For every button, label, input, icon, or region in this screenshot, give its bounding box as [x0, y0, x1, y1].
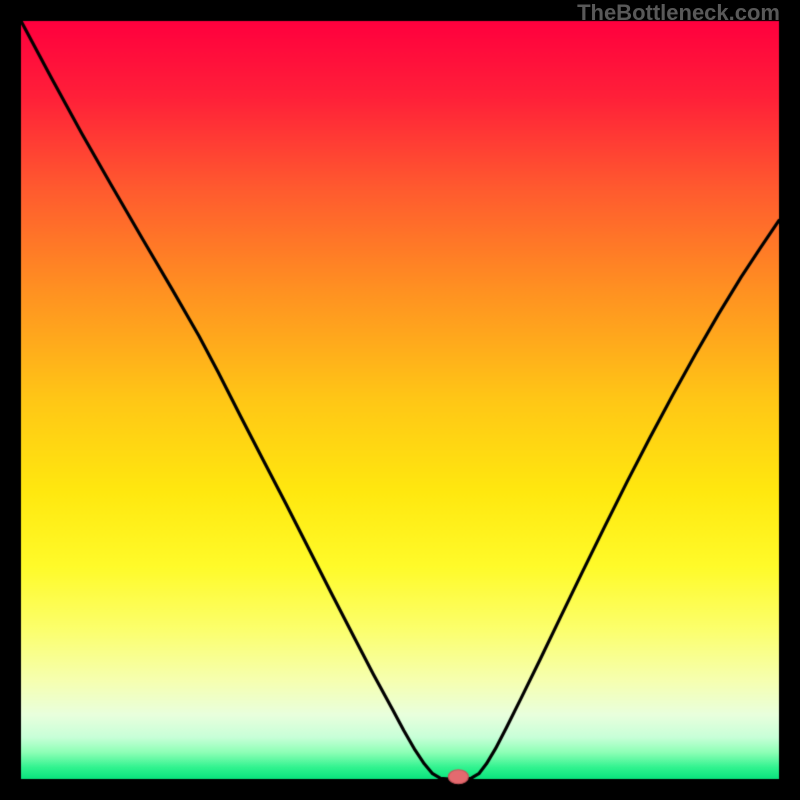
- watermark-text: TheBottleneck.com: [577, 0, 780, 26]
